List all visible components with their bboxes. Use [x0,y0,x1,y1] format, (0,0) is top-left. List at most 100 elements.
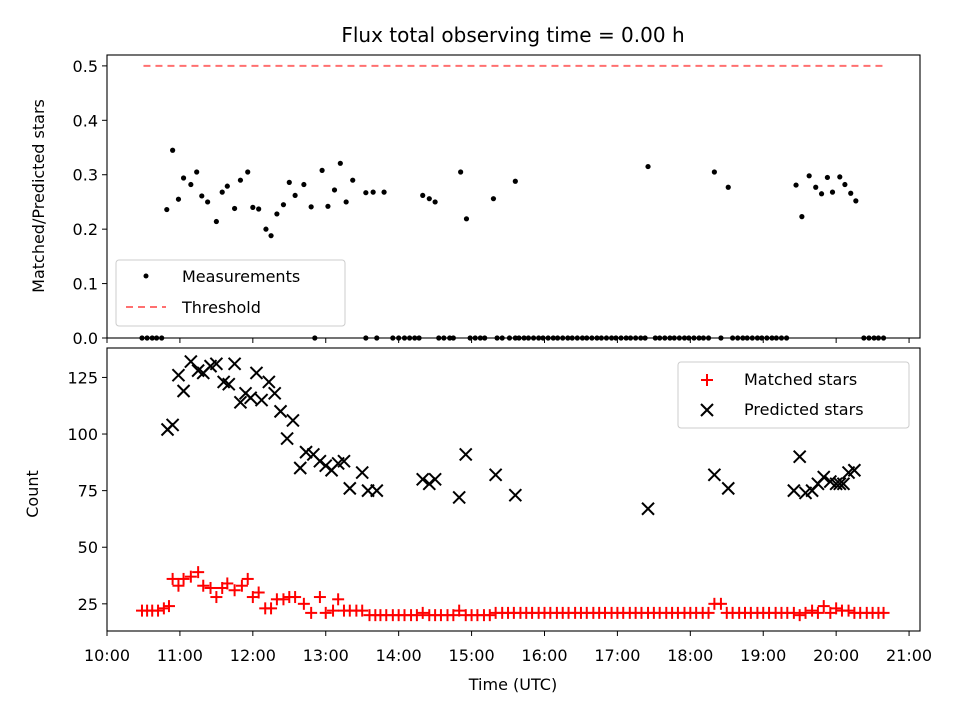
measurement-point [263,226,269,232]
matched-star-point [787,606,800,619]
measurement-point [837,174,843,180]
predicted-star-point [267,386,282,400]
matched-star-point [152,604,165,617]
matched-star-point [793,609,806,622]
predicted-star-point [847,463,862,477]
x-axis-label: Time (UTC) [468,675,557,694]
measurement-point [268,233,274,239]
predicted-star-point [416,472,430,487]
predicted-star-point [171,368,186,382]
x-tick-label: 14:00 [376,646,422,665]
legend-marker-measurements [143,273,149,279]
matched-star-point [192,566,205,579]
measurement-point [280,202,287,208]
matched-star-point [319,606,332,619]
predicted-star-point [707,468,722,482]
legend-marker-matched-stars [701,374,713,386]
measurement-point [224,183,230,189]
matched-star-point [811,606,824,619]
bottom-y-tick-label: 125 [67,368,98,387]
predicted-star-point [286,413,300,428]
x-tick-label: 17:00 [594,646,640,665]
measurement-point [194,169,200,175]
matched-star-point [830,602,843,615]
measurement-point [381,189,387,195]
bottom-y-tick-label: 25 [78,595,98,614]
x-tick-label: 11:00 [157,646,203,665]
predicted-star-point [355,465,369,480]
measurement-point [343,199,349,205]
top-y-axis-label: Matched/Predicted stars [29,99,48,293]
matched-star-point [210,591,223,604]
predicted-star-point [176,384,191,398]
bottom-y-axis-label: Count [23,470,42,518]
predicted-star-point [280,431,294,446]
measurement-point [188,181,194,188]
matched-star-point [235,579,248,592]
matched-star-point [799,606,812,619]
x-tick-label: 12:00 [230,646,276,665]
matched-star-point [327,604,340,617]
measurement-point [829,189,836,195]
measurement-point [245,169,251,175]
chart-title: Flux total observing time = 0.00 h [341,23,684,47]
measurement-point [350,177,356,183]
matched-star-point [162,600,175,613]
x-tick-label: 13:00 [303,646,349,665]
predicted-star-point [227,357,242,371]
matched-star-point [197,579,210,592]
measurement-point [175,196,182,202]
matched-star-point [416,606,429,619]
predicted-star-point [337,454,351,468]
matched-star-point [265,602,278,615]
measurement-point [331,187,338,193]
predicted-star-point [817,470,831,484]
measurement-point [286,179,292,185]
measurement-point [645,163,651,170]
measurement-point [219,189,225,195]
predicted-star-point [452,490,466,505]
predicted-star-point [233,395,248,410]
top-y-tick-label: 0.3 [73,166,98,185]
measurement-point [180,175,187,181]
bottom-plot-frame [106,347,921,632]
measurement-point [848,190,854,196]
matched-star-point [356,604,369,617]
measurement-point [250,204,256,210]
top-y-tick-label: 0.0 [73,329,98,348]
matched-star-point [842,604,855,617]
measurement-point [213,218,219,225]
measurement-point [363,190,369,196]
matched-star-point [877,606,890,619]
measurement-point [164,206,170,213]
predicted-star-point [721,481,735,496]
top-y-tick-label: 0.4 [73,111,98,130]
measurement-point [842,181,848,188]
matched-star-point [305,606,318,619]
measurement-point [292,192,298,199]
predicted-star-point [273,404,288,419]
measurement-point [199,193,205,199]
top-y-tick-label: 0.2 [73,220,98,239]
predicted-star-point [262,375,276,389]
measurement-point [170,147,176,153]
measurement-point [301,181,307,188]
legend-label-measurements: Measurements [182,267,300,286]
matched-star-point [184,570,197,583]
matched-star-point [714,597,727,610]
x-tick-label: 18:00 [667,646,713,665]
measurement-point [711,169,717,175]
measurement-point [853,198,859,204]
predicted-star-point [209,357,224,371]
matched-star-point [332,593,345,606]
predicted-star-point [836,477,851,491]
predicted-star-point [641,502,655,516]
predicted-star-point [459,447,473,462]
measurement-point [319,167,325,173]
predicted-star-point [787,483,801,498]
legend-label-predicted-stars: Predicted stars [744,400,864,419]
matched-star-point [806,604,819,617]
measurement-point [818,191,825,197]
measurement-point [824,174,830,181]
